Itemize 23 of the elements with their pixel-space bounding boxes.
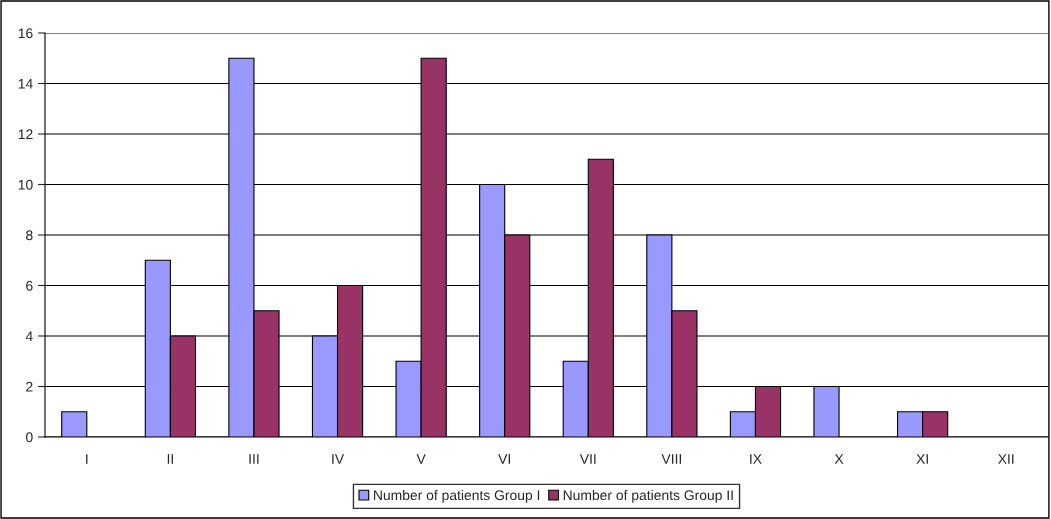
y-tick-label: 0 — [26, 432, 33, 443]
x-tick-label: X — [834, 454, 844, 464]
x-tick-label: IV — [332, 454, 345, 464]
x-tick-label: VI — [498, 454, 510, 464]
x-tick-label: XII — [998, 454, 1014, 464]
y-tick-label: 10 — [18, 179, 33, 190]
x-tick-label: V — [416, 454, 426, 464]
y-tick-label: 2 — [26, 381, 33, 392]
x-tick-label: VII — [579, 454, 596, 464]
x-tick-label: XI — [916, 454, 928, 464]
legend-label: Number of patients Group II — [563, 489, 733, 503]
x-tick-label: IX — [750, 454, 762, 464]
y-tick-label: 14 — [18, 78, 33, 89]
x-tick-label: III — [249, 454, 259, 464]
y-tick-label: 8 — [26, 230, 33, 241]
x-tick-label: II — [167, 454, 173, 464]
y-tick-label: 6 — [26, 280, 33, 291]
y-tick-label: 16 — [18, 28, 33, 39]
legend-label: Number of patients Group I — [374, 489, 540, 503]
y-tick-label: 4 — [25, 331, 33, 342]
x-tick-label: VIII — [661, 454, 682, 464]
y-tick-label: 12 — [18, 129, 33, 140]
x-tick-label: I — [86, 454, 88, 464]
